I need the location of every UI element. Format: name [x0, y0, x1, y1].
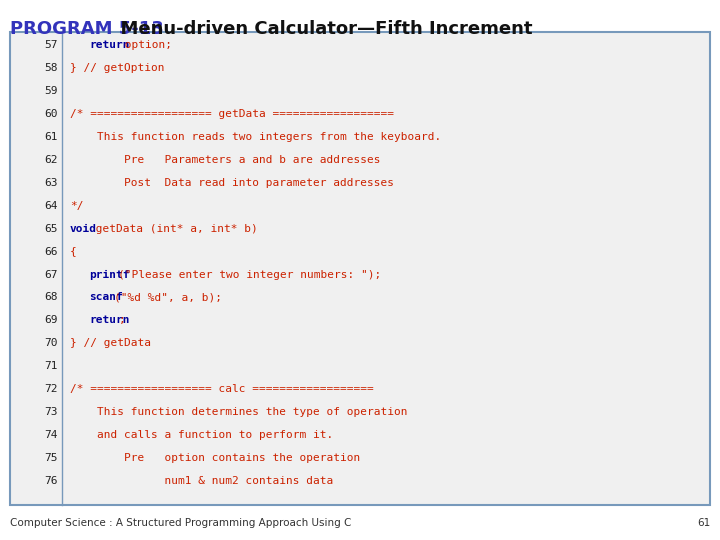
Text: ("Please enter two integer numbers: ");: ("Please enter two integer numbers: "); [119, 269, 382, 280]
Text: return: return [89, 40, 130, 50]
Text: option;: option; [119, 40, 173, 50]
Text: 75: 75 [45, 453, 58, 463]
Text: 68: 68 [45, 293, 58, 302]
Text: printf: printf [89, 269, 130, 280]
Text: 57: 57 [45, 40, 58, 50]
Text: 63: 63 [45, 178, 58, 188]
Text: /* ================== calc ==================: /* ================== calc =============… [70, 384, 374, 394]
Text: } // getOption: } // getOption [70, 63, 164, 73]
Text: and calls a function to perform it.: and calls a function to perform it. [70, 430, 333, 440]
Text: num1 & num2 contains data: num1 & num2 contains data [70, 476, 333, 486]
Text: 69: 69 [45, 315, 58, 326]
Text: 74: 74 [45, 430, 58, 440]
Text: 73: 73 [45, 407, 58, 417]
Text: getData (int* a, int* b): getData (int* a, int* b) [89, 224, 258, 234]
Text: 67: 67 [45, 269, 58, 280]
Text: ;: ; [119, 315, 125, 326]
Text: 59: 59 [45, 86, 58, 96]
Text: This function reads two integers from the keyboard.: This function reads two integers from th… [70, 132, 441, 142]
Text: 64: 64 [45, 201, 58, 211]
Text: return: return [89, 315, 130, 326]
Text: 70: 70 [45, 339, 58, 348]
FancyBboxPatch shape [10, 32, 710, 505]
Text: 66: 66 [45, 247, 58, 256]
Text: 58: 58 [45, 63, 58, 73]
Text: Pre   Parameters a and b are addresses: Pre Parameters a and b are addresses [70, 155, 380, 165]
Text: 61: 61 [697, 518, 710, 528]
Text: /* ================== getData ==================: /* ================== getData ==========… [70, 109, 394, 119]
Text: Post  Data read into parameter addresses: Post Data read into parameter addresses [70, 178, 394, 188]
Text: 62: 62 [45, 155, 58, 165]
Text: scanf: scanf [89, 293, 123, 302]
Text: 72: 72 [45, 384, 58, 394]
Text: 60: 60 [45, 109, 58, 119]
Text: void: void [70, 224, 97, 234]
Text: 76: 76 [45, 476, 58, 486]
Text: 71: 71 [45, 361, 58, 372]
Text: 61: 61 [45, 132, 58, 142]
Text: Menu-driven Calculator—Fifth Increment: Menu-driven Calculator—Fifth Increment [108, 20, 533, 38]
Text: {: { [70, 247, 77, 256]
Text: This function determines the type of operation: This function determines the type of ope… [70, 407, 408, 417]
Text: PROGRAM 5-13: PROGRAM 5-13 [10, 20, 163, 38]
Text: */: */ [70, 201, 84, 211]
Text: ("%d %d", a, b);: ("%d %d", a, b); [114, 293, 222, 302]
Text: } // getData: } // getData [70, 339, 151, 348]
Text: 65: 65 [45, 224, 58, 234]
Text: Pre   option contains the operation: Pre option contains the operation [70, 453, 360, 463]
Text: Computer Science : A Structured Programming Approach Using C: Computer Science : A Structured Programm… [10, 518, 351, 528]
